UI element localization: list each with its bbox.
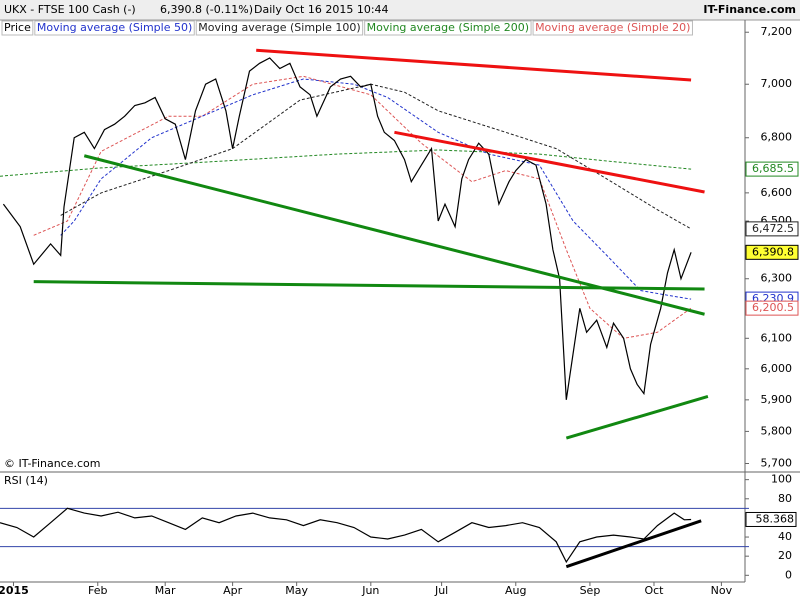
series-line — [0, 507, 692, 564]
price-tag-box — [745, 300, 799, 316]
trendline — [256, 48, 692, 82]
price-tag-box — [745, 161, 799, 177]
x-tick-label: Sep — [580, 584, 601, 597]
y-tick-label: 20 — [778, 549, 792, 562]
y-tick-label: 80 — [778, 492, 792, 505]
legend-entry: Moving average (Simple 100) — [198, 21, 360, 34]
legend-box — [34, 20, 195, 36]
value-tag: 58.368 — [756, 512, 795, 525]
x-tick-label: Oct — [644, 584, 664, 597]
price-tag: 6,390.8 — [752, 245, 794, 258]
price-tag: 6,685.5 — [752, 162, 794, 175]
legend-entry: Price — [4, 21, 31, 34]
x-tick-label: Jul — [434, 584, 448, 597]
quote: 6,390.8 (-0.11%) — [160, 3, 253, 16]
y-tick-label: 5,700 — [761, 457, 793, 470]
x-tick-label: Jun — [361, 584, 379, 597]
legend-box — [195, 20, 364, 36]
legend-box — [532, 20, 693, 36]
y-tick-label: 0 — [785, 568, 792, 581]
y-tick-label: 7,000 — [761, 77, 793, 90]
price-tag-box — [745, 221, 799, 237]
series-line — [60, 78, 692, 300]
legend-entry: Moving average (Simple 50) — [37, 21, 192, 34]
value-tag-box — [745, 511, 797, 527]
y-tick-label: 6,100 — [761, 331, 793, 344]
x-tick-label: Feb — [88, 584, 107, 597]
period: Daily Oct 16 2015 10:44 — [254, 3, 389, 16]
legend-entry: Moving average (Simple 200) — [367, 21, 529, 34]
y-tick-label: 100 — [771, 473, 792, 486]
y-tick-label: 6,300 — [761, 272, 793, 285]
series-line — [33, 75, 692, 339]
x-tick-label: Apr — [223, 584, 243, 597]
symbol: UKX - FTSE 100 Cash (-) — [4, 3, 136, 16]
series-line — [2, 57, 692, 400]
legend-box — [364, 20, 532, 36]
trendline — [565, 394, 709, 440]
x-tick-label: Nov — [711, 584, 733, 597]
series-line — [0, 149, 692, 177]
trendline — [565, 519, 702, 569]
x-tick-label: Mar — [155, 584, 176, 597]
series-line — [60, 83, 692, 230]
price-tag: 6,472.5 — [752, 222, 794, 235]
copyright: © IT-Finance.com — [4, 457, 101, 470]
trendline — [394, 130, 705, 194]
y-tick-label: 6,600 — [761, 186, 793, 199]
trendline — [33, 280, 705, 291]
x-tick-label: May — [285, 584, 308, 597]
rsi-title: RSI (14) — [4, 474, 48, 487]
brand: IT-Finance.com — [703, 3, 796, 16]
y-tick-label: 5,900 — [761, 393, 793, 406]
legend-box — [1, 20, 34, 36]
header-bar — [0, 0, 800, 20]
x-tick-label: 2015 — [0, 584, 29, 597]
y-tick-label: 5,800 — [761, 424, 793, 437]
legend-entry: Moving average (Simple 20) — [535, 21, 690, 34]
y-tick-label: 6,800 — [761, 131, 793, 144]
y-tick-label: 6,000 — [761, 362, 793, 375]
x-tick-label: Aug — [505, 584, 526, 597]
price-tag-box — [745, 244, 799, 260]
price-tag: 6,200.5 — [752, 301, 794, 314]
y-tick-label: 40 — [778, 530, 792, 543]
y-tick-label: 7,200 — [761, 25, 793, 38]
